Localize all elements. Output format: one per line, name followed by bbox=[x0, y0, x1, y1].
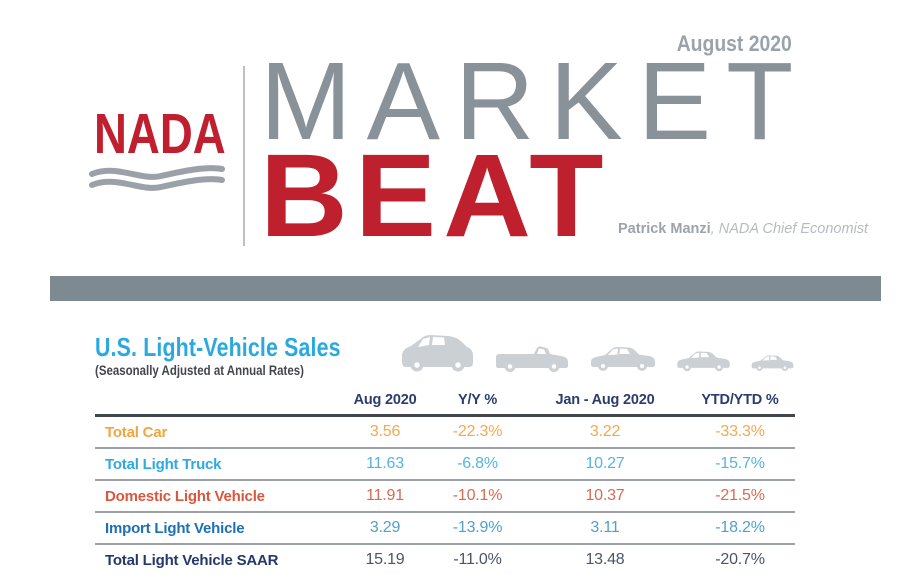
column-header: YTD/YTD % bbox=[685, 389, 795, 417]
cell-value: -22.3% bbox=[430, 415, 525, 449]
masthead-beat: BEAT bbox=[260, 130, 611, 263]
section-subtitle: (Seasonally Adjusted at Annual Rates) bbox=[95, 363, 304, 378]
cell-value: 11.63 bbox=[340, 448, 430, 481]
nada-wordmark: NADA bbox=[94, 102, 226, 166]
cell-value: 3.11 bbox=[525, 512, 685, 545]
sales-table: Aug 2020 Y/Y % Jan - Aug 2020 YTD/YTD % Tot… bbox=[95, 389, 795, 575]
byline-role: , NADA Chief Economist bbox=[710, 221, 869, 237]
table-row: Import Light Vehicle 3.29 -13.9% 3.11 -18.2% bbox=[95, 512, 795, 545]
table-header-row: Aug 2020 Y/Y % Jan - Aug 2020 YTD/YTD % bbox=[95, 389, 795, 417]
divider-bar bbox=[50, 276, 881, 301]
cell-value: -18.2% bbox=[685, 512, 795, 545]
cell-value: 11.91 bbox=[340, 480, 430, 513]
section-title: U.S. Light-Vehicle Sales bbox=[95, 332, 341, 362]
row-label: Total Car bbox=[95, 415, 340, 449]
pickup-truck-icon bbox=[496, 346, 569, 372]
vehicle-icons bbox=[400, 330, 794, 372]
cell-value: -15.7% bbox=[685, 448, 795, 481]
cell-value: -11.0% bbox=[453, 551, 502, 568]
cell-value: -21.5% bbox=[685, 480, 795, 513]
cell-value: -20.7% bbox=[715, 551, 765, 568]
row-label: Total Light Vehicle SAAR bbox=[105, 551, 279, 569]
table-row: Total Light Truck 11.63 -6.8% 10.27 -15.7% bbox=[95, 448, 795, 481]
nada-logo: NADA bbox=[89, 102, 226, 195]
byline: Patrick Manzi, NADA Chief Economist bbox=[618, 221, 868, 237]
masthead: MARKET BEAT bbox=[260, 40, 809, 255]
nada-waves-icon bbox=[89, 165, 225, 191]
row-label: Total Light Truck bbox=[95, 448, 340, 481]
cell-value: 3.56 bbox=[340, 415, 430, 449]
column-header: Jan - Aug 2020 bbox=[525, 389, 685, 417]
row-label: Domestic Light Vehicle bbox=[95, 480, 340, 513]
cell-value: 10.27 bbox=[525, 448, 685, 481]
column-header: Aug 2020 bbox=[340, 389, 430, 417]
table-row: Domestic Light Vehicle 11.91 -10.1% 10.37 -2… bbox=[95, 480, 795, 513]
row-label: Import Light Vehicle bbox=[95, 512, 340, 545]
cell-value: 3.29 bbox=[340, 512, 430, 545]
cell-value: 13.48 bbox=[585, 551, 625, 568]
suv-icon bbox=[402, 335, 473, 372]
table-row: Total Car 3.56 -22.3% 3.22 -33.3% bbox=[95, 415, 795, 449]
cell-value: -33.3% bbox=[685, 415, 795, 449]
masthead-market: MARKET bbox=[260, 40, 809, 163]
cell-value: -13.9% bbox=[430, 512, 525, 545]
cell-value: 3.22 bbox=[525, 415, 685, 449]
row-label-column-header bbox=[95, 389, 340, 417]
small-sedan-icon bbox=[676, 351, 730, 372]
cell-value: 15.19 bbox=[365, 551, 405, 568]
cell-value: -6.8% bbox=[430, 448, 525, 481]
issue-date: August 2020 bbox=[676, 31, 792, 56]
sedan-icon bbox=[590, 347, 655, 371]
masthead-divider bbox=[243, 66, 245, 246]
table-row: Total Light Vehicle SAAR 15.19 -11.0% 13.48… bbox=[95, 544, 795, 575]
compact-car-icon bbox=[751, 355, 794, 371]
cell-value: 10.37 bbox=[525, 480, 685, 513]
byline-name: Patrick Manzi bbox=[618, 221, 711, 237]
column-header: Y/Y % bbox=[430, 389, 525, 417]
cell-value: -10.1% bbox=[430, 480, 525, 513]
